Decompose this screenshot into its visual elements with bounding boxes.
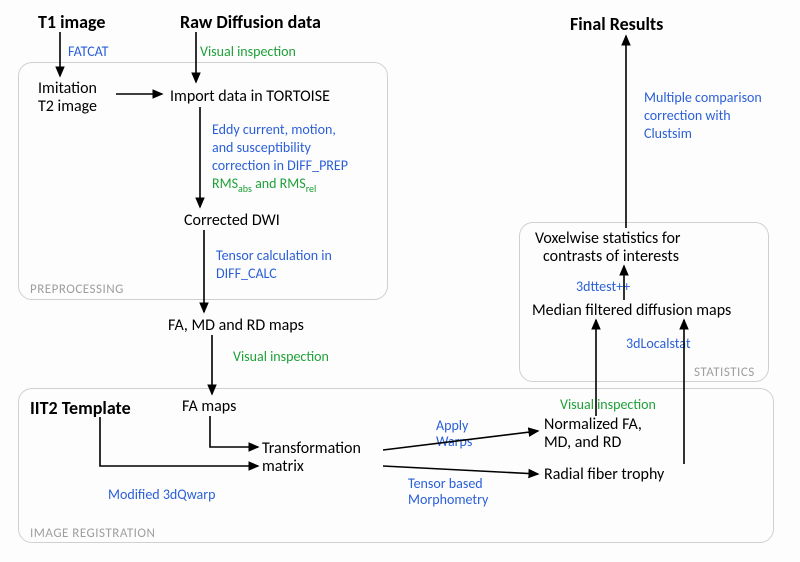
node-radial-fiber: Radial fiber trophy <box>544 466 664 484</box>
label-3dlocalstat: 3dLocalstat <box>626 336 691 353</box>
node-transformation-matrix-l2: matrix <box>262 458 304 476</box>
node-fa-maps: FA maps <box>182 398 236 416</box>
label-tensor-l2: DIFF_CALC <box>216 266 277 283</box>
node-import-tortoise: Import data in TORTOISE <box>170 88 330 106</box>
label-modified-3dqwarp: Modified 3dQwarp <box>108 487 215 504</box>
label-mcc-l3: Clustsim <box>644 126 692 143</box>
label-tbm-l2: Morphometry <box>408 492 488 509</box>
label-mcc-l1: Multiple comparison <box>644 90 762 107</box>
node-corrected-dwi: Corrected DWI <box>184 212 280 230</box>
label-3dttest: 3dttest++ <box>576 279 630 296</box>
node-iit2-template: IIT2 Template <box>30 398 131 419</box>
label-visual-inspection-3: Visual inspection <box>560 397 656 414</box>
label-rms: RMSabs and RMSrel <box>212 176 316 195</box>
node-normalized-fa-l2: MD, and RD <box>544 434 621 452</box>
region-label-statistics: STATISTICS <box>694 365 755 380</box>
node-fa-md-rd-maps: FA, MD and RD maps <box>168 317 304 335</box>
node-imitation-t2-l2: T2 image <box>38 98 97 116</box>
label-fatcat: FATCAT <box>68 44 108 61</box>
node-transformation-matrix-l1: Transformation <box>262 440 361 458</box>
label-apply-warps-l2: Warps <box>436 434 472 451</box>
label-eddy-l3: correction in DIFF_PREP <box>212 158 348 175</box>
region-label-preprocessing: PREPROCESSING <box>30 282 124 297</box>
node-normalized-fa-l1: Normalized FA, <box>544 416 642 434</box>
label-eddy-l1: Eddy current, motion, <box>212 122 336 139</box>
label-visual-inspection-2: Visual inspection <box>233 349 329 366</box>
node-t1-image: T1 image <box>38 12 105 33</box>
node-voxelwise-l2: contrasts of interests <box>543 248 679 266</box>
node-imitation-t2-l1: Imitation <box>38 80 97 98</box>
node-voxelwise-l1: Voxelwise statistics for <box>535 230 680 248</box>
label-mcc-l2: correction with <box>644 108 731 125</box>
label-eddy-l2: and susceptibility <box>212 140 311 157</box>
node-final-results: Final Results <box>570 14 663 35</box>
region-label-image-registration: IMAGE REGISTRATION <box>30 526 155 541</box>
label-tensor-l1: Tensor calculation in <box>216 248 332 265</box>
label-visual-inspection-1: Visual inspection <box>200 44 296 61</box>
node-raw-diffusion: Raw Diffusion data <box>180 12 321 33</box>
node-median-filtered: Median filtered diffusion maps <box>532 302 731 320</box>
